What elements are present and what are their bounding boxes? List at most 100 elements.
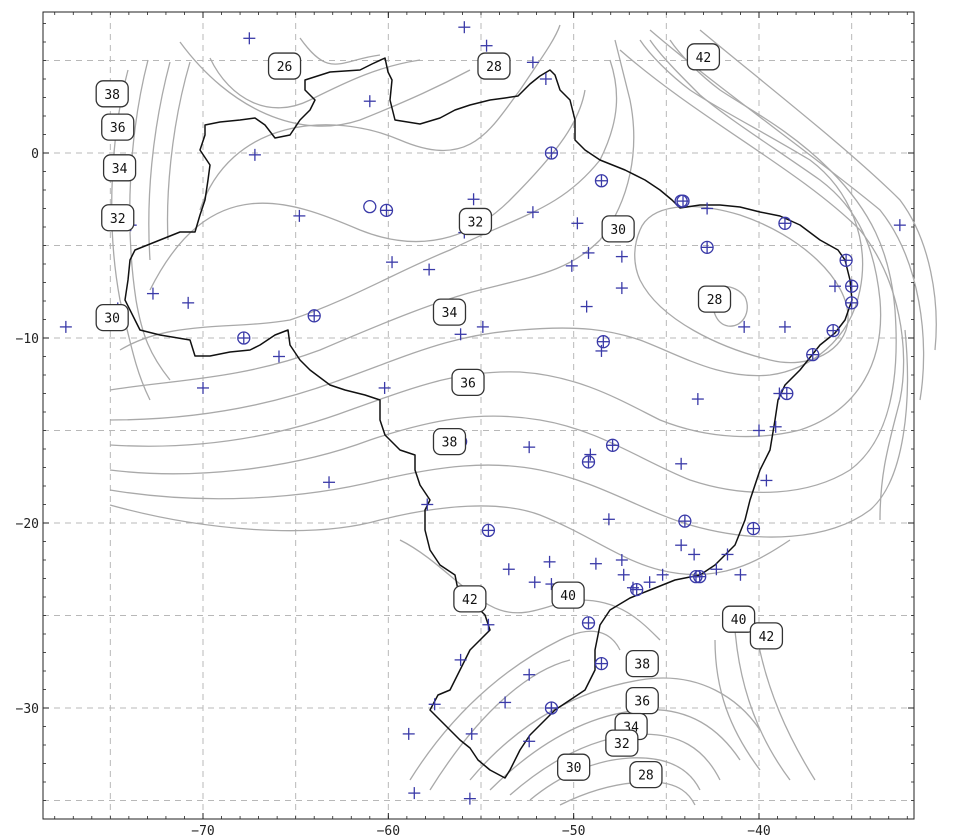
contour-label-value: 38 [442,436,458,451]
contour-label-value: 34 [442,306,458,321]
station-plus-marker [678,515,691,528]
station-plus-marker [545,702,558,714]
contour-label: 40 [551,581,585,609]
contour-line [166,61,191,241]
contour-label-box [557,753,591,781]
station-plus-marker [423,263,436,276]
contour-label-box [601,215,635,243]
contour-line [734,629,791,781]
station-plus-marker [760,474,773,487]
contour-label-box [625,649,659,678]
contour-line [429,659,571,791]
contour-label-value: 36 [460,376,476,391]
station-plus-marker [526,56,539,69]
station-plus-marker [482,524,495,537]
contour-label-value: 28 [486,60,502,75]
station-plus-marker [582,616,595,629]
contour-label-box [629,760,663,789]
station-plus-marker [565,259,578,272]
station-plus-marker [630,583,643,596]
y-tick-label: −10 [16,332,39,347]
contour-label-box [686,43,721,71]
contour-label-value: 36 [634,695,650,710]
contour-label-value: 32 [110,212,126,227]
contour-label-box [432,298,467,326]
station-plus-marker [480,39,493,52]
contour-line [119,59,618,351]
station-plus-marker [701,241,714,254]
contour-label: 42 [686,43,721,71]
contour-label: 32 [605,729,639,757]
contour-label: 42 [453,585,487,613]
station-plus-marker [237,332,250,344]
x-tick-label: −70 [191,824,214,839]
contour-label: 34 [432,298,467,326]
station-plus-marker [615,554,628,566]
station-plus-marker [454,328,467,341]
plot-frame [42,11,915,820]
station-plus-marker [146,287,159,300]
station-plus-marker [528,576,541,589]
station-plus-marker [523,735,536,748]
station-plus-marker [806,348,819,361]
contour-label: 28 [629,760,663,789]
contour-line [469,677,761,781]
contour-label: 38 [625,649,659,678]
station-plus-marker [677,195,690,208]
contour-label-box [101,204,135,232]
contour-label-box [605,729,639,757]
station-plus-marker [675,539,688,552]
station-plus-marker [380,204,393,217]
contour-label-value: 28 [638,769,654,784]
station-plus-marker [721,548,734,561]
contour-label-box [458,207,493,236]
contour-line [399,539,661,641]
contour-line [109,329,909,538]
contour-line [299,37,381,65]
contour-label-box [95,80,129,108]
station-plus-marker [308,309,321,322]
station-plus-marker [463,792,476,805]
contour-label-value: 42 [462,593,478,608]
station-plus-marker [615,250,628,263]
station-plus-marker [688,548,701,561]
contour-value-labels: 26 28 42 38 36 34 32 32 30 28 30 34 36 38 42 40 40 42 38 36… [95,43,784,789]
contour-label: 36 [451,368,485,397]
station-plus-marker [523,441,536,454]
station-plus-marker [482,618,495,631]
station-plus-marker [656,568,669,581]
y-tick-label: 0 [31,147,39,162]
station-plus-marker [584,448,597,461]
station-plus-marker [523,668,536,681]
station-plus-marker [589,557,602,570]
station-plus-marker [408,787,421,800]
station-plus-marker [421,498,434,511]
station-plus-marker [248,148,261,161]
station-plus-marker [467,193,480,206]
station-plus-marker [582,455,595,468]
station-plus-marker [595,657,608,670]
contour-line [109,39,897,493]
station-plus-marker [689,570,702,583]
contour-label-value: 34 [112,162,128,177]
station-plus-marker [643,576,656,589]
contour-label: 36 [625,686,659,715]
contour-label: 38 [432,427,467,456]
station-plus-marker [59,320,72,333]
station-plus-marker [582,246,595,259]
contour-line [699,29,937,351]
contour-label-box [749,622,784,650]
station-plus-marker [840,254,853,267]
contour-label: 30 [557,753,591,781]
station-plus-marker [597,335,610,348]
contour-label-box [95,303,129,332]
station-plus-marker [197,381,209,394]
station-plus-marker [465,727,478,740]
contour-label: 30 [95,303,129,332]
station-plus-marker [539,73,552,85]
station-circle-marker [363,199,377,214]
contour-line [148,61,171,261]
contour-label: 36 [101,113,135,141]
contour-line [619,49,905,521]
station-plus-marker [499,696,512,709]
